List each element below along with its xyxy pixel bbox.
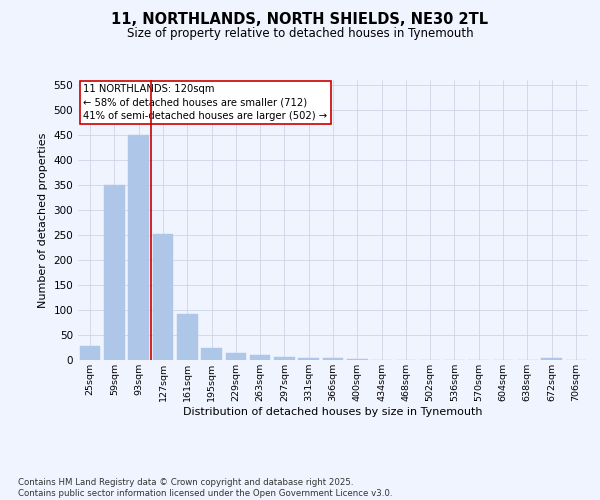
Bar	[347, 358, 368, 360]
Bar	[298, 358, 319, 360]
Bar	[80, 346, 100, 360]
X-axis label: Distribution of detached houses by size in Tynemouth: Distribution of detached houses by size …	[183, 407, 483, 417]
Text: 11 NORTHLANDS: 120sqm
← 58% of detached houses are smaller (712)
41% of semi-det: 11 NORTHLANDS: 120sqm ← 58% of detached …	[83, 84, 327, 120]
Text: Size of property relative to detached houses in Tynemouth: Size of property relative to detached ho…	[127, 28, 473, 40]
Bar	[226, 353, 246, 360]
Bar	[201, 348, 222, 360]
Bar	[250, 355, 271, 360]
Bar	[128, 135, 149, 360]
Bar	[177, 314, 197, 360]
Bar	[104, 185, 125, 360]
Text: Contains HM Land Registry data © Crown copyright and database right 2025.
Contai: Contains HM Land Registry data © Crown c…	[18, 478, 392, 498]
Bar	[541, 358, 562, 360]
Bar	[274, 356, 295, 360]
Text: 11, NORTHLANDS, NORTH SHIELDS, NE30 2TL: 11, NORTHLANDS, NORTH SHIELDS, NE30 2TL	[112, 12, 488, 28]
Bar	[323, 358, 343, 360]
Y-axis label: Number of detached properties: Number of detached properties	[38, 132, 48, 308]
Bar	[152, 234, 173, 360]
